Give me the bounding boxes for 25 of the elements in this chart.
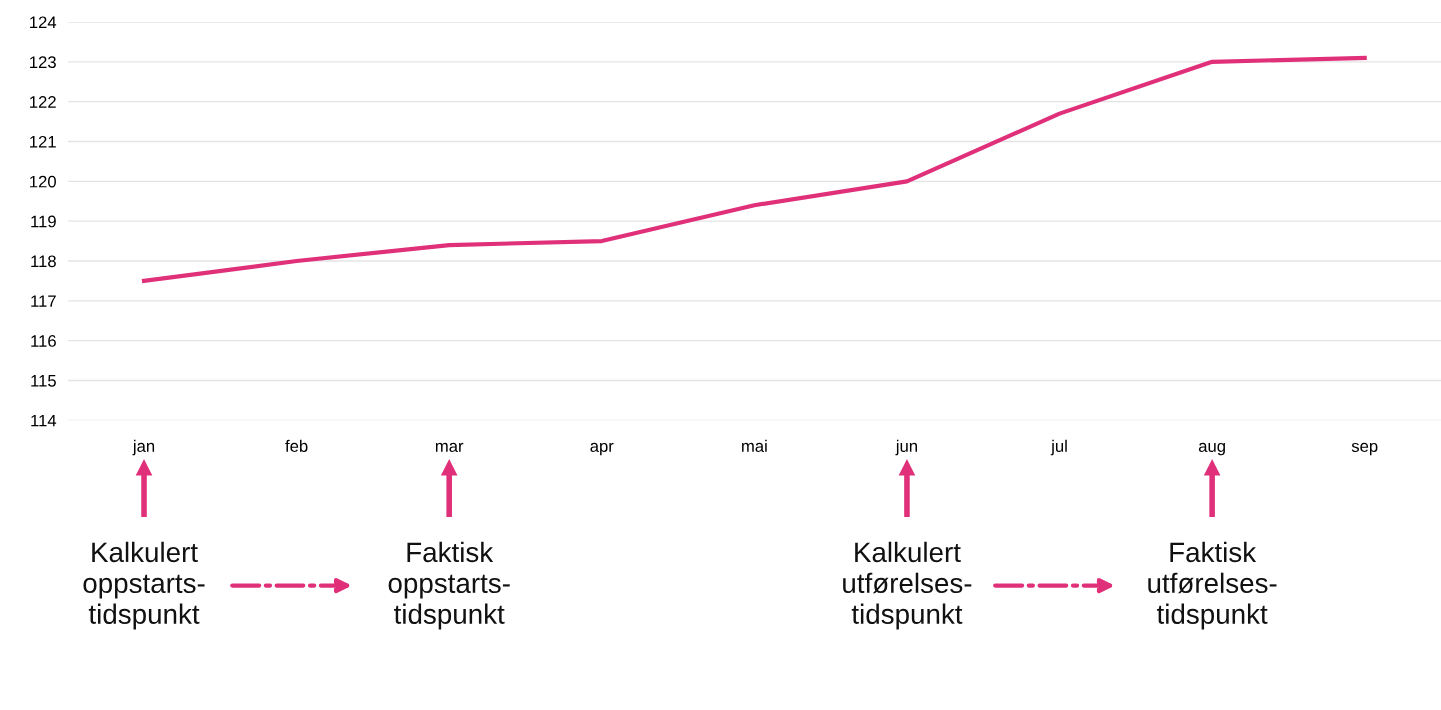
y-tick-label: 116 [31,335,56,347]
y-tick-label: 123 [30,56,56,69]
y-tick-label: 121 [30,135,56,148]
y-tick-label: 117 [31,295,56,307]
x-tick-label: sep [1351,442,1378,456]
y-tick-label: 114 [31,414,57,427]
y-tick-label: 119 [31,215,56,228]
x-tick-label: jan [132,439,155,456]
x-tick-label: mai [742,439,767,453]
text: Kalkulert utførelses- tidspunkt [843,541,972,630]
x-tick-label: mar [435,442,464,453]
text: Faktisk oppstarts- tidspunkt [388,541,510,630]
y-tick-label: 120 [30,175,56,188]
x-tick-label: apr [590,442,614,456]
x-tick-label: feb [285,439,308,453]
y-tick-label: 115 [31,375,56,387]
y-tick-label: 118 [31,255,56,268]
x-tick-label: aug [1198,442,1225,456]
y-tick-label: 122 [30,96,56,108]
x-tick-label: jul [1050,439,1067,456]
y-tick-label: 124 [30,16,57,29]
text: Kalkulert oppstarts- tidspunkt [83,541,205,630]
line-series [141,55,1367,283]
x-tick-label: jun [895,439,917,456]
text: Faktisk utførelses- tidspunkt [1148,541,1277,630]
